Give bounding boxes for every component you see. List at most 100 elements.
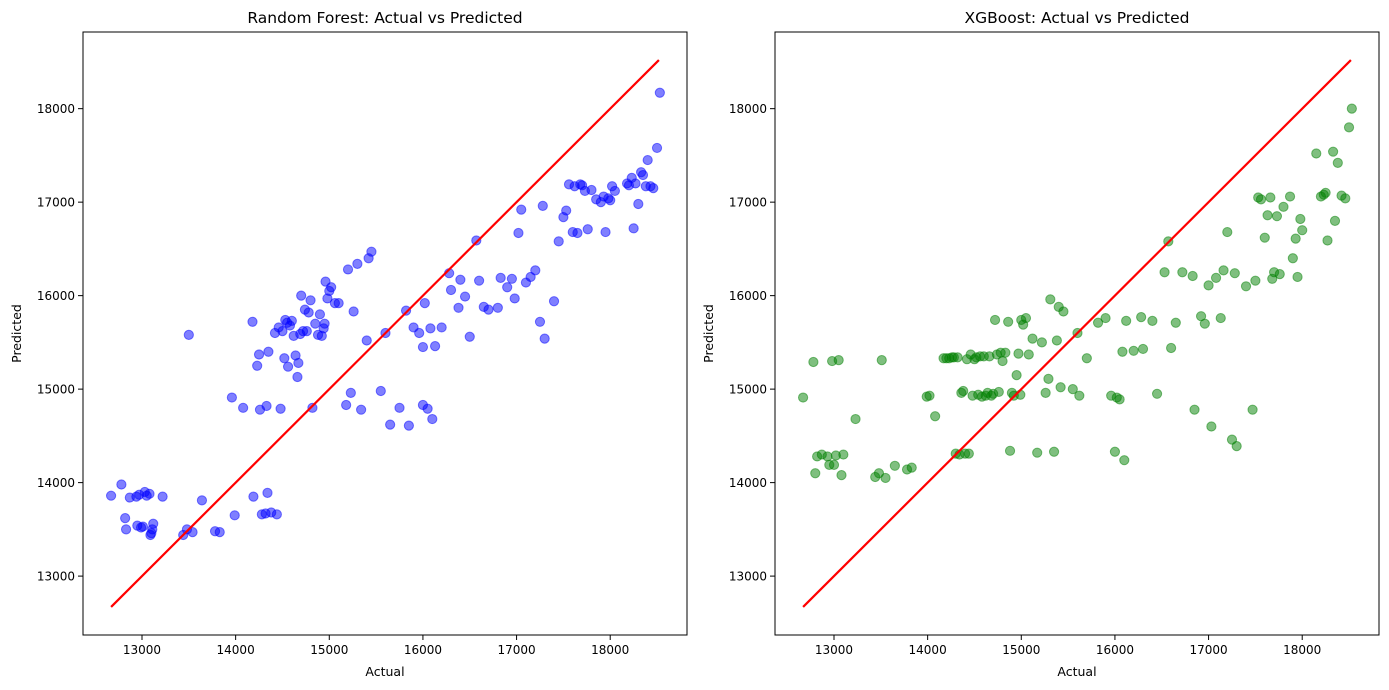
data-point [1247, 404, 1258, 415]
data-point [492, 302, 503, 313]
data-point [822, 451, 833, 462]
data-point [1259, 232, 1270, 243]
data-point [1032, 447, 1043, 458]
data-point [326, 282, 337, 293]
data-point [572, 227, 583, 239]
data-point [1048, 446, 1060, 457]
data-point [1000, 347, 1011, 358]
data-point [495, 272, 506, 283]
data-point [1320, 187, 1331, 198]
data-point [277, 326, 288, 337]
data-point [1346, 103, 1357, 114]
data-point [630, 178, 641, 189]
data-point [1199, 318, 1210, 329]
data-point [252, 360, 263, 371]
data-point [1117, 346, 1128, 357]
data-point [1170, 317, 1181, 328]
chart-title: XGBoost: Actual vs Predicted [965, 9, 1190, 27]
data-point [963, 448, 974, 459]
data-point [417, 341, 429, 353]
x-tick-label: 17000 [497, 643, 535, 657]
data-point [247, 316, 258, 327]
data-point [1013, 348, 1024, 359]
data-point [838, 449, 849, 460]
data-point [880, 472, 891, 484]
data-point [422, 403, 433, 414]
data-point [1250, 275, 1261, 286]
y-tick-label: 16000 [37, 289, 75, 303]
plot-frame [82, 31, 688, 636]
y-tick-label: 14000 [729, 476, 767, 490]
y-tick-label: 15000 [729, 383, 767, 397]
data-point [906, 462, 917, 473]
plot-area [105, 59, 665, 608]
data-point [808, 356, 819, 368]
data-point [375, 385, 386, 397]
data-point [305, 295, 316, 306]
data-point [506, 273, 517, 284]
data-point [427, 413, 438, 425]
data-point [238, 402, 249, 413]
data-point [310, 318, 321, 329]
chart-title: Random Forest: Actual vs Predicted [247, 9, 522, 27]
data-point [509, 293, 520, 304]
data-point [183, 329, 194, 340]
data-point [356, 404, 367, 415]
data-point [609, 185, 620, 197]
data-point [157, 491, 168, 502]
y-tick-label: 15000 [37, 383, 75, 397]
data-point [226, 392, 237, 403]
data-point [833, 355, 844, 366]
data-point [1020, 312, 1032, 324]
data-point [1332, 157, 1343, 168]
data-point [1067, 384, 1078, 395]
data-point [1187, 270, 1198, 282]
data-point [1092, 317, 1104, 328]
data-point [605, 195, 616, 206]
data-point [1287, 253, 1298, 264]
x-axis-label: Actual [1057, 664, 1096, 679]
data-point [187, 527, 198, 538]
data-point [292, 371, 303, 383]
data-point [144, 488, 155, 499]
data-point [1055, 382, 1066, 393]
y-tick-label: 17000 [729, 196, 767, 210]
data-point [828, 459, 840, 470]
data-point [1100, 312, 1111, 324]
x-tick-label: 14000 [909, 643, 947, 657]
data-point [889, 460, 900, 471]
data-point [1151, 388, 1163, 399]
x-tick-label: 15000 [1002, 643, 1040, 657]
data-point [120, 513, 131, 524]
data-point [366, 246, 377, 257]
data-point [1074, 390, 1085, 401]
data-point [1136, 312, 1147, 323]
data-point [342, 264, 354, 275]
data-point [1322, 235, 1333, 246]
data-point [539, 333, 550, 344]
data-point [1215, 312, 1226, 324]
data-point [445, 284, 457, 296]
data-point [148, 518, 159, 529]
data-point [1278, 201, 1289, 212]
data-point [348, 306, 359, 317]
data-point [394, 402, 405, 413]
data-point [586, 184, 597, 196]
data-point [1189, 404, 1200, 415]
data-point [530, 265, 541, 276]
data-point [474, 275, 485, 286]
data-point [471, 235, 482, 246]
data-point [836, 470, 847, 481]
data-point [1222, 226, 1233, 238]
data-point [1295, 213, 1306, 225]
data-point [1292, 271, 1303, 283]
y-tick-label: 18000 [37, 102, 75, 116]
data-point [414, 327, 425, 339]
data-point [1229, 268, 1240, 279]
data-point [582, 224, 593, 235]
data-point [385, 419, 396, 430]
data-point [286, 315, 297, 326]
x-axis-label: Actual [365, 664, 404, 679]
data-point [1231, 441, 1242, 452]
data-point [651, 142, 663, 154]
